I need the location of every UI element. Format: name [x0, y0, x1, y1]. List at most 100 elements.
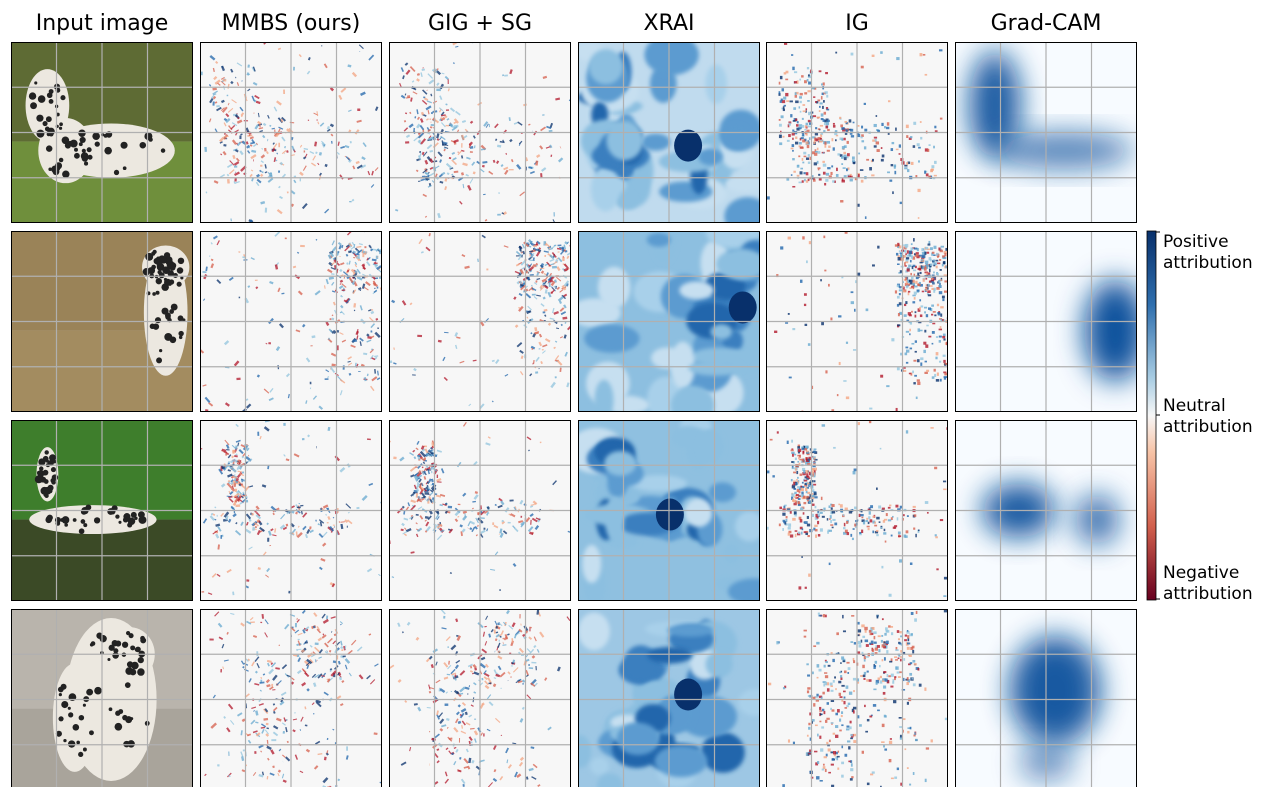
attr-stroke [530, 506, 533, 507]
attr-stroke [561, 324, 562, 325]
attr-dot [774, 331, 777, 333]
attr-dot [881, 635, 883, 637]
attr-dot [900, 659, 902, 662]
attr-stroke [310, 526, 311, 529]
attr-dot [924, 372, 927, 374]
attr-dot [866, 679, 868, 682]
attr-dot [788, 523, 791, 526]
attr-dot [813, 451, 816, 453]
attr-stroke [496, 675, 500, 676]
attr-dot [817, 521, 819, 524]
attr-dot [925, 501, 928, 504]
attr-dot [806, 491, 808, 493]
attr-dot [823, 766, 826, 769]
attr-stroke [424, 476, 425, 479]
attr-dot [804, 80, 807, 83]
attr-stroke [512, 743, 516, 744]
attr-dot [798, 498, 801, 500]
attr-dot [858, 634, 860, 636]
attr-dot [943, 360, 945, 363]
attr-dot [880, 448, 882, 450]
attr-dot [872, 516, 874, 518]
attr-dot [781, 115, 784, 118]
attr-stroke [259, 775, 263, 776]
attr-stroke [556, 328, 559, 329]
attr-dot [874, 145, 877, 147]
attr-dot [843, 701, 845, 704]
attr-stroke [474, 172, 475, 174]
attr-stroke [529, 320, 530, 321]
attr-stroke [276, 264, 277, 269]
attr-stroke [263, 124, 265, 126]
attr-dot [883, 745, 885, 747]
attr-dot [828, 665, 831, 667]
attr-dot [815, 151, 818, 153]
dog-spot [80, 137, 86, 143]
xrai-region [705, 64, 727, 104]
panel [955, 231, 1146, 412]
attr-dot [872, 55, 875, 57]
attr-dot [889, 661, 892, 663]
attr-stroke [470, 671, 472, 672]
dog-spot [70, 713, 73, 716]
attr-stroke [321, 522, 322, 527]
attr-stroke [475, 492, 478, 493]
attr-dot [883, 520, 885, 523]
attr-dot [933, 271, 935, 273]
attr-dot [800, 101, 802, 103]
attr-dot [821, 697, 823, 699]
attr-stroke [542, 284, 545, 285]
attr-stroke [466, 712, 467, 715]
dog-spot [48, 485, 54, 491]
attr-dot [815, 468, 817, 471]
attr-dot [825, 682, 827, 685]
attr-dot [932, 282, 935, 284]
attr-stroke [531, 747, 534, 748]
attr-stroke [345, 520, 348, 522]
dog-spot [130, 645, 135, 650]
attr-dot [944, 373, 947, 376]
attr-dot [842, 146, 845, 149]
dog-spot [127, 522, 132, 527]
attr-dot [807, 145, 810, 148]
attr-stroke [535, 327, 536, 331]
attr-stroke [250, 137, 254, 138]
attr-dot [910, 727, 912, 730]
attr-dot [839, 719, 841, 722]
attr-stroke [544, 310, 547, 311]
attr-dot [842, 180, 845, 183]
attr-dot [837, 768, 839, 770]
attr-stroke [349, 512, 350, 513]
attr-dot [878, 635, 881, 637]
attr-stroke [318, 754, 323, 755]
attr-dot [825, 769, 827, 772]
attr-stroke [455, 333, 457, 337]
attr-dot [843, 691, 846, 693]
attr-dot [792, 468, 795, 470]
attr-dot [905, 301, 907, 304]
attr-dot [926, 314, 928, 317]
xrai-region [656, 499, 684, 531]
attr-dot [877, 149, 880, 152]
attr-dot [861, 517, 863, 519]
attr-dot [926, 273, 928, 275]
attr-stroke [465, 688, 469, 689]
attr-dot [913, 360, 916, 362]
attr-stroke [416, 523, 417, 524]
attr-stroke [462, 155, 463, 158]
attr-dot [920, 362, 922, 365]
attr-dot [866, 159, 869, 161]
attr-dot [920, 121, 922, 123]
dog-spot [123, 517, 128, 522]
attr-dot [815, 138, 818, 141]
attr-dot [926, 173, 929, 176]
dog-spot [46, 145, 52, 151]
attr-dot [785, 322, 788, 324]
attr-stroke [265, 164, 266, 168]
attr-dot [790, 100, 793, 102]
attr-stroke [459, 693, 463, 694]
attr-stroke [476, 535, 477, 536]
attr-stroke [340, 270, 342, 272]
attr-stroke [460, 525, 463, 526]
attr-stroke [417, 79, 420, 81]
